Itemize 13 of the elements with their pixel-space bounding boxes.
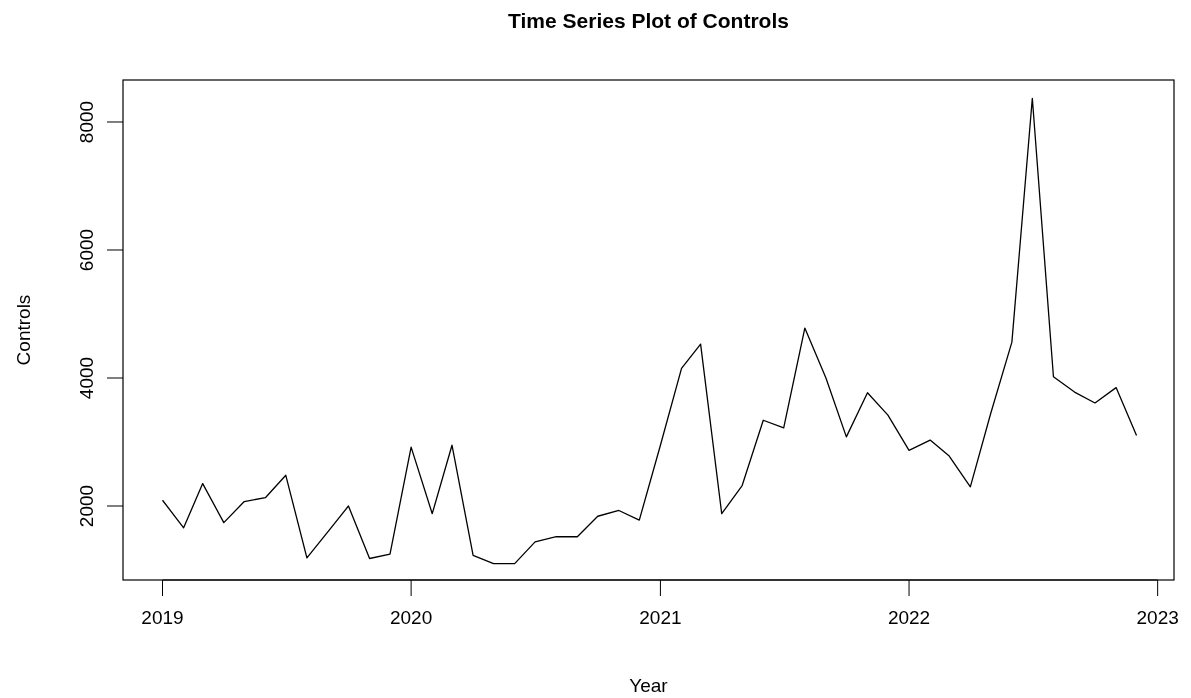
y-tick-label: 6000 [76,228,97,272]
x-tick-label: 2022 [887,607,931,628]
y-tick-label: 2000 [76,484,97,528]
x-axis-title: Year [629,675,669,696]
x-tick-label: 2019 [141,607,184,628]
y-tick-label: 8000 [76,100,97,144]
x-tick-label: 2020 [389,607,433,628]
line-series [161,97,1138,565]
chart-title: Time Series Plot of Controls [508,9,789,32]
x-tick-label: 2021 [639,607,682,628]
y-axis-title: Controls [13,294,34,366]
x-tick-label: 2023 [1136,607,1179,628]
y-tick-label: 4000 [76,356,97,400]
